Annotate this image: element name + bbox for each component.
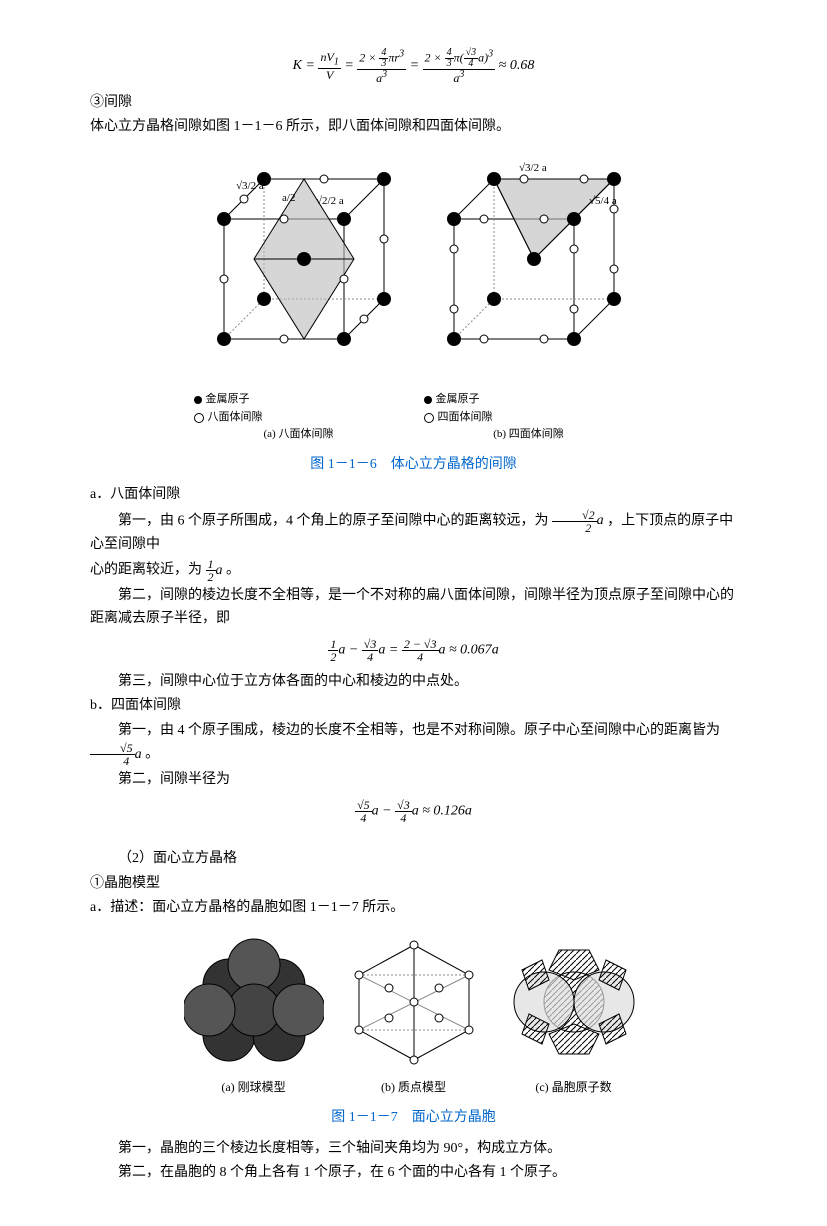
fcc-panel-b: (b) 质点模型 — [344, 930, 484, 1098]
fcc-point-1: 第一，晶胞的三个棱边长度相等，三个轴间夹角均为 90°，构成立方体。 — [90, 1138, 737, 1160]
bcc-octa-diagram: √3/2 a a/2 √2/2 a — [194, 149, 404, 379]
figure-1-1-6: √3/2 a a/2 √2/2 a 金属原子 八面体间隙 (a) 八面体间隙 — [90, 149, 737, 444]
octa-point-1-cont: 心的距离较近，为 12a 。 — [90, 558, 737, 583]
svg-text:√2/2 a: √2/2 a — [316, 195, 344, 207]
tetra-point-1: 第一，由 4 个原子围成，棱边的长度不全相等，也是不对称间隙。原子中心至间隙中心… — [90, 720, 737, 767]
octa-point-1: 第一，由 6 个原子所围成，4 个角上的原子至间隙中心的距离较远，为 √22a … — [90, 509, 737, 556]
svg-text:√5/4 a: √5/4 a — [589, 195, 617, 207]
panel-a-sub: (a) 八面体间隙 — [194, 426, 404, 444]
figure-panel-b: √3/2 a √5/4 a 金属原子 四面体间隙 (b) 四面体间隙 — [424, 149, 634, 444]
fcc-panel-c: (c) 晶胞原子数 — [504, 930, 644, 1098]
figure-1-1-6-caption: 图 1－1－6 体心立方晶格的间隙 — [90, 454, 737, 476]
octa-point-3: 第三，间隙中心位于立方体各面的中心和棱边的中点处。 — [90, 671, 737, 693]
fcc-panel-a: (a) 刚球模型 — [184, 930, 324, 1098]
legend-metal-atom-a: 金属原子 — [206, 391, 250, 409]
section-2-sub1: ①晶胞模型 — [90, 873, 737, 895]
fcc-point-2: 第二，在晶胞的 8 个角上各有 1 个原子，在 6 个面的中心各有 1 个原子。 — [90, 1162, 737, 1184]
figure-1-1-7-caption: 图 1－1－7 面心立方晶胞 — [90, 1107, 737, 1129]
figure-panel-a: √3/2 a a/2 √2/2 a 金属原子 八面体间隙 (a) 八面体间隙 — [194, 149, 404, 444]
legend-octa-gap: 八面体间隙 — [208, 409, 263, 427]
figure-1-1-7: (a) 刚球模型 (b) 质点模型 — [90, 930, 737, 1098]
panel-b-sub: (b) 四面体间隙 — [424, 426, 634, 444]
gap-intro-text: 体心立方晶格间隙如图 1－1－6 所示，即八面体间隙和四面体间隙。 — [90, 116, 737, 138]
svg-text:a/2: a/2 — [282, 192, 295, 204]
legend-tetra-gap: 四面体间隙 — [438, 409, 493, 427]
tetra-point-2: 第二，间隙半径为 — [90, 769, 737, 791]
section-2-a: a．描述：面心立方晶格的晶胞如图 1－1－7 所示。 — [90, 897, 737, 919]
formula-tetra-radius: √54a − √34a ≈ 0.126a — [90, 799, 737, 824]
svg-text:√3/2 a: √3/2 a — [236, 180, 264, 192]
svg-text:√3/2 a: √3/2 a — [519, 162, 547, 174]
section-2-title: （2）面心立方晶格 — [90, 848, 737, 870]
section-gap-label: ③间隙 — [90, 92, 737, 114]
formula-packing-factor: K = nV1V = 2 × 43πr3a3 = 2 × 43π(√34a)3a… — [90, 48, 737, 84]
octa-point-2: 第二，间隙的棱边长度不全相等，是一个不对称的扁八面体间隙，间隙半径为顶点原子至间… — [90, 585, 737, 630]
fcc-panel-c-label: (c) 晶胞原子数 — [504, 1078, 644, 1097]
tetra-heading: b．四面体间隙 — [90, 695, 737, 717]
fcc-panel-b-label: (b) 质点模型 — [344, 1078, 484, 1097]
bcc-tetra-diagram: √3/2 a √5/4 a — [424, 149, 634, 379]
fcc-panel-a-label: (a) 刚球模型 — [184, 1078, 324, 1097]
legend-metal-atom-b: 金属原子 — [436, 391, 480, 409]
formula-octa-radius: 12a − √34a = 2 − √34a ≈ 0.067a — [90, 638, 737, 663]
octa-heading: a．八面体间隙 — [90, 484, 737, 506]
